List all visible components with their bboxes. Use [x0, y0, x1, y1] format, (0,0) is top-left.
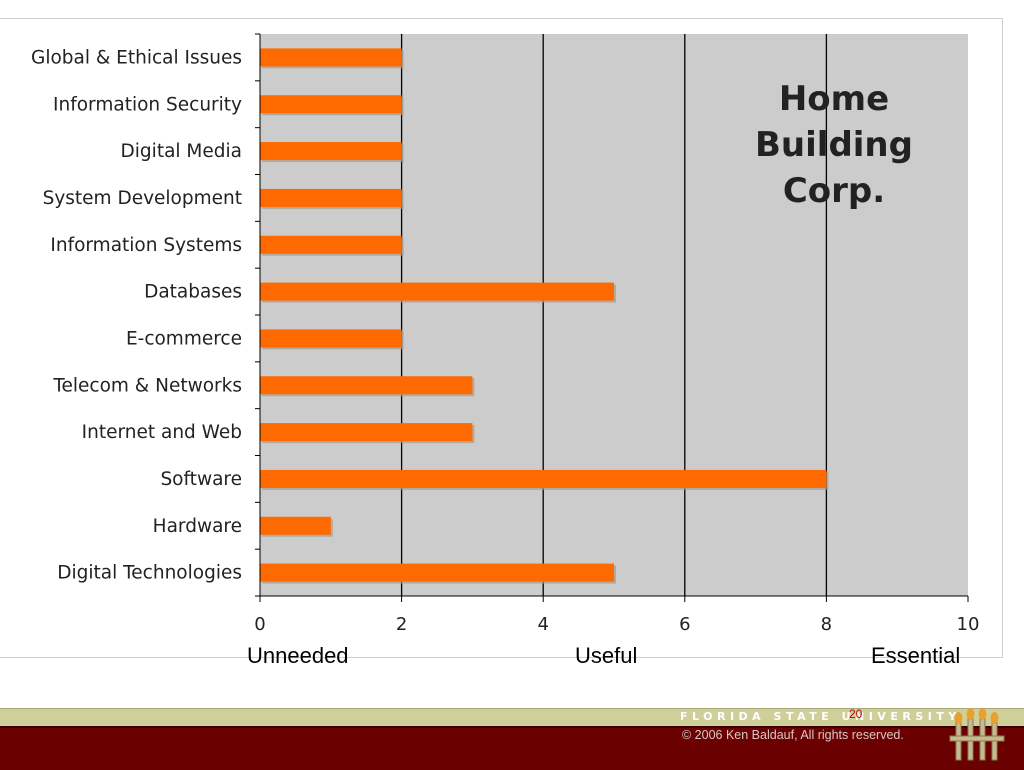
category-label: Information Systems: [50, 235, 242, 256]
category-label: Digital Technologies: [57, 563, 242, 584]
x-tick-label: 8: [821, 614, 832, 635]
category-label: Global & Ethical Issues: [31, 47, 242, 68]
bar: [260, 376, 473, 395]
bar: [260, 95, 402, 114]
category-label: System Development: [43, 188, 242, 209]
copyright-text: © 2006 Ken Baldauf, All rights reserved.: [682, 728, 904, 742]
x-tick-label: 2: [396, 614, 407, 635]
bar-chart: 0 2 4 6 8 10 Global & Ethical Issues Informati…: [31, 33, 980, 635]
category-labels: Global & Ethical Issues Information Secur…: [31, 47, 242, 583]
bar: [260, 329, 402, 348]
torch-icon: [949, 708, 1005, 761]
bar: [260, 235, 402, 254]
chart-frame: [0, 18, 1003, 658]
bar: [260, 423, 473, 442]
footer-bar: [0, 726, 1024, 770]
category-label: Internet and Web: [82, 422, 242, 443]
grid-lines: [400, 34, 828, 596]
bar: [260, 48, 402, 67]
x-tick-label: 6: [679, 614, 690, 635]
category-label: Software: [160, 469, 242, 490]
category-label: Hardware: [153, 516, 242, 537]
chart-annotation: Home Building Corp.: [755, 79, 913, 211]
category-label: Databases: [144, 282, 242, 303]
x-tick-label: 4: [537, 614, 548, 635]
plot-area: [260, 34, 968, 596]
bar: [260, 282, 614, 301]
scale-label-essential: Essential: [871, 643, 961, 668]
page-number: 20: [849, 707, 863, 721]
bar: [260, 469, 827, 488]
footer-band: [0, 708, 1024, 727]
x-tick-label: 10: [957, 614, 980, 635]
bars: [260, 48, 829, 584]
bar: [260, 188, 402, 207]
scale-label-unneeded: Unneeded: [247, 643, 349, 668]
category-label: E-commerce: [126, 328, 242, 349]
category-label: Information Security: [53, 94, 242, 115]
category-label: Digital Media: [121, 141, 242, 162]
scale-label-useful: Useful: [575, 643, 638, 668]
bar: [260, 142, 402, 161]
bar: [260, 563, 614, 582]
category-label: Telecom & Networks: [52, 375, 242, 396]
bar: [260, 516, 331, 535]
x-tick-label: 0: [254, 614, 265, 635]
university-name: FLORIDA STATE UNIVERSITY: [680, 710, 961, 723]
axes: 0 2 4 6 8 10: [254, 33, 980, 635]
